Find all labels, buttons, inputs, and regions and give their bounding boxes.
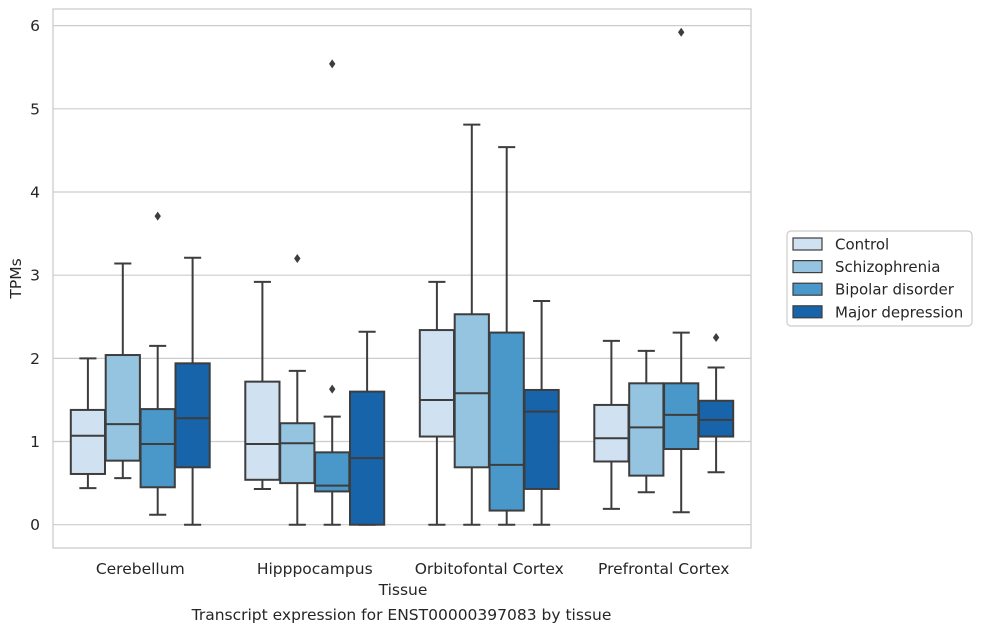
box-major-depression (348, 330, 386, 526)
outlier-point (294, 254, 301, 264)
y-tick-label: 6 (30, 17, 40, 35)
legend-label: Major depression (835, 303, 963, 321)
chart-caption: Transcript expression for ENST0000039708… (191, 606, 612, 624)
y-tick-label: 4 (30, 183, 40, 201)
legend-label: Bipolar disorder (835, 281, 955, 299)
outlier-point (154, 211, 161, 221)
legend-frame (786, 230, 973, 327)
box-body (488, 331, 525, 512)
box-body (244, 380, 281, 481)
box-control (244, 280, 281, 490)
box-schizophrenia (628, 349, 665, 494)
y-tick-label: 0 (30, 516, 40, 534)
box-body (663, 382, 700, 451)
legend-label: Control (835, 236, 889, 254)
y-tick-label: 2 (30, 350, 40, 368)
box-major-depression (523, 299, 560, 526)
legend: Control Schizophrenia Bipolar disorder Majo… (786, 230, 973, 327)
box-body (593, 403, 630, 463)
box-body (174, 362, 211, 469)
box-body (697, 399, 735, 438)
box-bipolar-disorder (314, 59, 351, 526)
box-control (593, 339, 630, 510)
x-tick-label: Cerebellum (96, 560, 185, 578)
box-body (628, 382, 665, 477)
x-tick-label: Prefrontal Cortex (598, 560, 729, 578)
legend-swatch (792, 260, 823, 274)
box-body (104, 354, 141, 462)
x-axis-label: Tissue (378, 581, 428, 599)
box-control (69, 357, 107, 490)
box-body (418, 329, 456, 438)
box-body (453, 313, 490, 469)
box-major-depression (174, 256, 211, 526)
y-tick-label: 3 (30, 267, 40, 285)
y-tick-label: 1 (30, 433, 40, 451)
box-schizophrenia (453, 123, 490, 526)
x-tick-labels: Cerebellum Hipppocampus Orbitofontal Corte… (96, 560, 730, 578)
legend-swatch (792, 237, 823, 251)
legend-swatch (792, 282, 823, 296)
x-tick-label: Orbitofontal Cortex (415, 560, 564, 578)
outlier-point (329, 59, 336, 69)
outlier-point (712, 333, 720, 343)
box-control (418, 280, 456, 526)
y-tick-label: 5 (30, 100, 40, 118)
box-bipolar-disorder (663, 27, 700, 514)
box-major-depression (697, 333, 735, 474)
legend-swatch (792, 305, 823, 319)
plot-frame (52, 8, 752, 549)
box-body (139, 408, 176, 489)
y-axis-label: TPMs (7, 258, 25, 299)
outlier-point (329, 384, 336, 394)
legend-label: Schizophrenia (835, 258, 940, 276)
outlier-point (678, 27, 685, 37)
box-body (523, 388, 560, 490)
box-bipolar-disorder (139, 211, 176, 516)
y-tick-labels: 0 1 2 3 4 5 6 (30, 17, 40, 534)
box-schizophrenia (104, 262, 141, 480)
box-bipolar-disorder (488, 146, 525, 526)
box-body (279, 422, 316, 485)
x-tick-label: Hipppocampus (257, 560, 373, 578)
box-groups (69, 27, 735, 526)
box-schizophrenia (279, 254, 316, 526)
box-body (69, 408, 107, 475)
